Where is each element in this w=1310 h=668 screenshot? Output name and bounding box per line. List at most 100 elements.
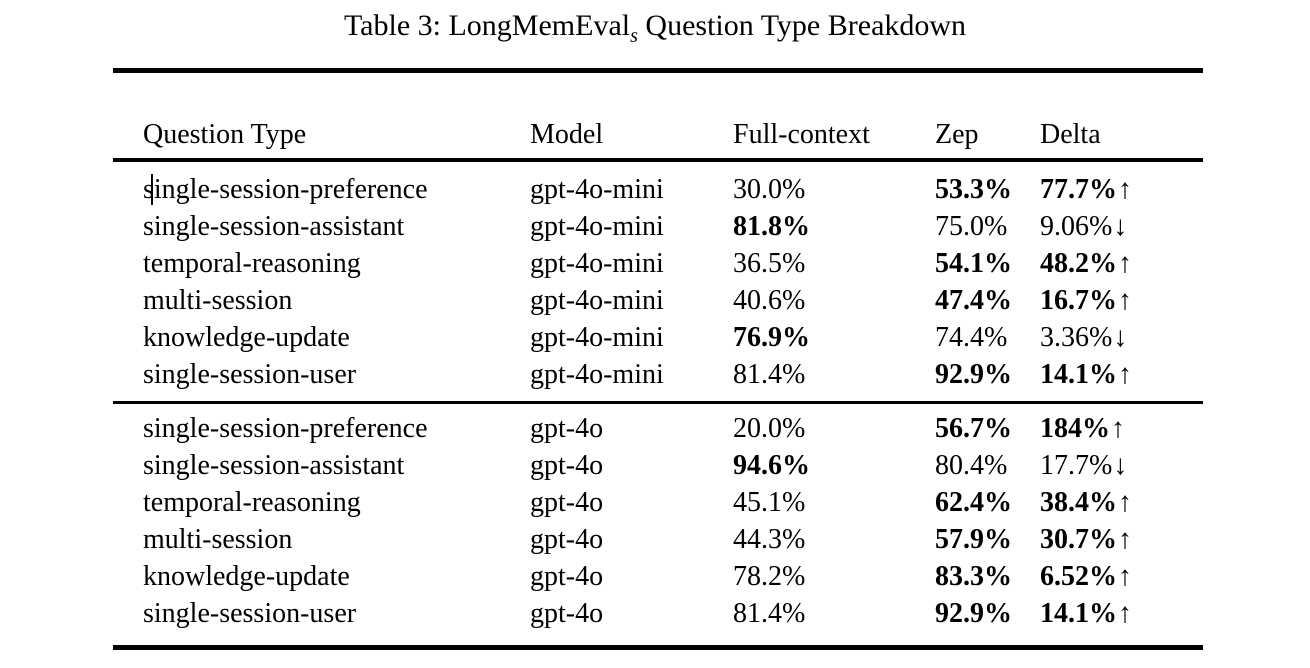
table-row: temporal-reasoning gpt-4o-mini 36.5% 54.1% 4…	[113, 245, 1203, 282]
section-gpt-4o-mini: single-session-preference gpt-4o-mini 30.0…	[113, 162, 1203, 401]
zep-cell: 62.4%	[935, 484, 1040, 521]
model-cell: gpt-4o	[530, 413, 604, 444]
full-context-cell-value: 81.8%	[733, 211, 810, 242]
delta-cell: 9.06%↓	[1040, 208, 1203, 245]
full-context-cell-value: 94.6%	[733, 450, 810, 481]
delta-cell: 77.7%↑	[1040, 171, 1203, 208]
zep-cell: 56.7%	[935, 410, 1040, 447]
table-row: knowledge-update gpt-4o-mini 76.9% 74.4% 3.3…	[113, 319, 1203, 356]
zep-cell-value: 47.4%	[935, 285, 1012, 316]
text-cursor	[151, 174, 153, 205]
question-type-cell: single-session-user	[143, 598, 357, 629]
delta-cell: 6.52%↑	[1040, 558, 1203, 595]
delta-cell: 17.7%↓	[1040, 447, 1203, 484]
model-cell: gpt-4o-mini	[530, 174, 664, 205]
model-cell: gpt-4o-mini	[530, 211, 664, 242]
zep-cell-value: 92.9%	[935, 598, 1012, 629]
bottom-rule	[113, 645, 1203, 650]
full-context-cell: 94.6%	[733, 447, 935, 484]
down-arrow-icon: ↓	[1113, 211, 1128, 242]
zep-cell-value: 62.4%	[935, 487, 1012, 518]
question-type-cell: single-session-user	[143, 359, 357, 390]
up-arrow-icon: ↑	[1118, 174, 1132, 205]
col-header-model: Model	[530, 119, 604, 150]
section-divider-rule	[113, 401, 1203, 404]
full-context-cell-value: 30.0%	[733, 174, 806, 205]
model-cell: gpt-4o	[530, 450, 604, 481]
delta-cell: 38.4%↑	[1040, 484, 1203, 521]
up-arrow-icon: ↑	[1111, 413, 1125, 444]
results-table: Question Type Model Full-context Zep Del…	[113, 68, 1203, 650]
zep-cell: 54.1%	[935, 245, 1040, 282]
up-arrow-icon: ↑	[1118, 524, 1132, 555]
col-header-zep: Zep	[935, 119, 979, 150]
delta-cell-value: 38.4%	[1040, 487, 1117, 518]
delta-cell: 16.7%↑	[1040, 282, 1203, 319]
full-context-cell-value: 76.9%	[733, 322, 810, 353]
model-cell: gpt-4o-mini	[530, 322, 664, 353]
up-arrow-icon: ↑	[1118, 598, 1132, 629]
delta-cell: 14.1%↑	[1040, 595, 1203, 632]
zep-cell-value: 56.7%	[935, 413, 1012, 444]
zep-cell-value: 57.9%	[935, 524, 1012, 555]
full-context-cell-value: 45.1%	[733, 487, 806, 518]
table-row: multi-session gpt-4o 44.3% 57.9% 30.7%↑	[113, 521, 1203, 558]
question-type-cell: single-session-assistant	[143, 450, 405, 481]
model-cell: gpt-4o	[530, 598, 604, 629]
zep-cell: 57.9%	[935, 521, 1040, 558]
zep-cell-value: 74.4%	[935, 322, 1008, 353]
question-type-cell: knowledge-update	[143, 322, 350, 353]
delta-cell-value: 48.2%	[1040, 248, 1117, 279]
question-type-cell: multi-session	[143, 524, 293, 555]
delta-cell-value: 184%	[1040, 413, 1110, 444]
delta-cell: 14.1%↑	[1040, 356, 1203, 393]
delta-cell-value: 9.06%	[1040, 211, 1113, 242]
zep-cell: 92.9%	[935, 595, 1040, 632]
full-context-cell-value: 81.4%	[733, 359, 806, 390]
question-type-cell: temporal-reasoning	[143, 248, 361, 279]
question-type-cell: single-session-preference	[143, 174, 428, 205]
question-type-cell: multi-session	[143, 285, 293, 316]
delta-cell-value: 30.7%	[1040, 524, 1117, 555]
delta-cell-value: 6.52%	[1040, 561, 1117, 592]
question-type-cell: single-session-preference	[143, 413, 428, 444]
zep-cell-value: 53.3%	[935, 174, 1012, 205]
delta-cell: 30.7%↑	[1040, 521, 1203, 558]
table-row: single-session-preference gpt-4o 20.0% 56.7…	[113, 410, 1203, 447]
section-gpt-4o: single-session-preference gpt-4o 20.0% 56.7…	[113, 404, 1203, 645]
model-cell: gpt-4o	[530, 561, 604, 592]
full-context-cell: 45.1%	[733, 484, 935, 521]
model-cell: gpt-4o-mini	[530, 285, 664, 316]
caption-subscript: s	[630, 25, 638, 47]
delta-cell-value: 17.7%	[1040, 450, 1113, 481]
question-type-cell: temporal-reasoning	[143, 487, 361, 518]
model-cell: gpt-4o-mini	[530, 359, 664, 390]
full-context-cell-value: 40.6%	[733, 285, 806, 316]
full-context-cell: 20.0%	[733, 410, 935, 447]
delta-cell: 184%↑	[1040, 410, 1203, 447]
table-row: single-session-user gpt-4o 81.4% 92.9% 14.1%…	[113, 595, 1203, 632]
header-row: Question Type Model Full-context Zep Del…	[113, 73, 1203, 158]
delta-cell-value: 14.1%	[1040, 359, 1117, 390]
delta-cell: 3.36%↓	[1040, 319, 1203, 356]
table-caption: Table 3: LongMemEvals Question Type Brea…	[0, 6, 1310, 46]
table-row: temporal-reasoning gpt-4o 45.1% 62.4% 38.4%↑	[113, 484, 1203, 521]
col-header-full-context: Full-context	[733, 119, 870, 150]
up-arrow-icon: ↑	[1118, 487, 1132, 518]
col-header-question-type: Question Type	[143, 119, 307, 150]
table-row: single-session-assistant gpt-4o-mini 81.8%…	[113, 208, 1203, 245]
full-context-cell: 30.0%	[733, 171, 935, 208]
zep-cell: 83.3%	[935, 558, 1040, 595]
model-cell: gpt-4o-mini	[530, 248, 664, 279]
delta-cell-value: 14.1%	[1040, 598, 1117, 629]
full-context-cell: 78.2%	[733, 558, 935, 595]
question-type-cell: knowledge-update	[143, 561, 350, 592]
table-row: single-session-user gpt-4o-mini 81.4% 92.9%…	[113, 356, 1203, 393]
up-arrow-icon: ↑	[1118, 359, 1132, 390]
full-context-cell-value: 78.2%	[733, 561, 806, 592]
up-arrow-icon: ↑	[1118, 285, 1132, 316]
full-context-cell: 40.6%	[733, 282, 935, 319]
full-context-cell: 36.5%	[733, 245, 935, 282]
full-context-cell-value: 44.3%	[733, 524, 806, 555]
